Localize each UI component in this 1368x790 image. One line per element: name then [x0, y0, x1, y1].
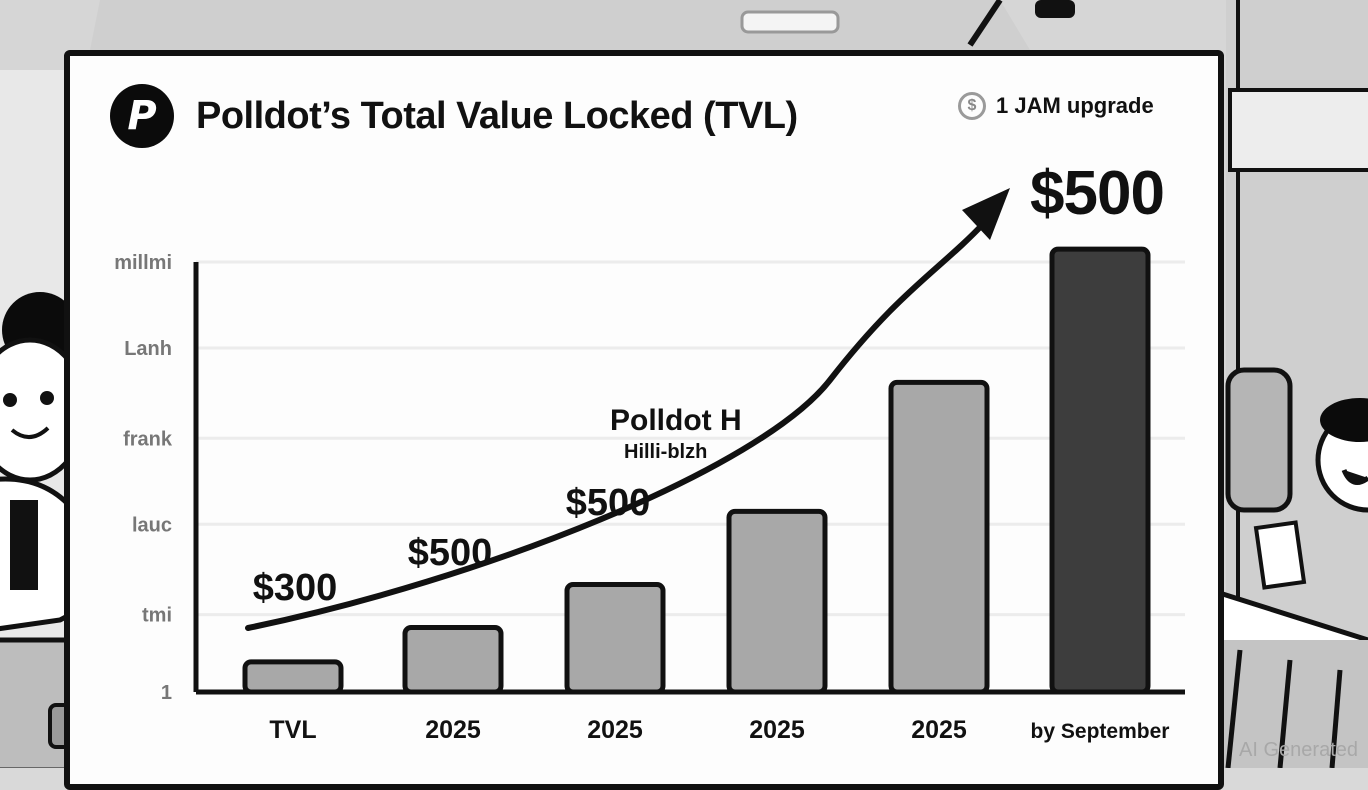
data-label: $500 [408, 532, 493, 574]
y-axis-ticks: millmi Lanh frank lauc tmi 1 [114, 252, 173, 704]
trend-arrow-line [245, 219, 988, 631]
right-character-illustration [1207, 367, 1368, 768]
x-axis-ticks: TVL 2025 2025 2025 2025 by September [269, 716, 1169, 744]
x-tick-label: 2025 [749, 716, 805, 744]
y-tick-label: tmi [142, 605, 172, 627]
x-tick-label: 2025 [911, 716, 967, 744]
trend-arrow-head-icon [962, 188, 1010, 240]
x-tick-label: 2025 [587, 716, 643, 744]
y-tick-label: millmi [114, 252, 172, 274]
ai-generated-watermark: AI Generated [1239, 739, 1358, 761]
annotation-subtitle: Hilli-blzh [624, 441, 707, 463]
y-tick-label: frank [123, 428, 173, 450]
gridlines [196, 260, 1185, 617]
bar [726, 508, 828, 695]
chart-title: Polldot’s Total Value Locked (TVL) [196, 94, 798, 137]
polldot-logo-icon: P [110, 84, 174, 148]
bar [888, 379, 990, 695]
bars [242, 246, 1151, 695]
bar [242, 659, 344, 695]
upgrade-badge-text: 1 JAM upgrade [996, 93, 1154, 118]
bar [564, 582, 666, 695]
upgrade-badge: $ 1 JAM upgrade [958, 92, 1154, 120]
dollar-coin-icon: $ [958, 92, 986, 120]
y-tick-label: Lanh [124, 338, 172, 360]
data-label: $500 [566, 482, 651, 524]
y-tick-label: lauc [132, 514, 172, 536]
chart-header: P Polldot’s Total Value Locked (TVL) [110, 84, 798, 148]
data-labels: $300 $500 $500 [253, 482, 651, 609]
x-tick-label: 2025 [425, 716, 481, 744]
data-label: $300 [253, 567, 338, 609]
bar [402, 625, 504, 695]
bar-highlight [1049, 246, 1151, 695]
ceiling-light [740, 10, 840, 34]
bar-chart: millmi Lanh frank lauc tmi 1 TVL 2025 2025 2025 2… [114, 188, 1185, 744]
x-tick-label: TVL [269, 716, 316, 744]
annotation-title: Polldot H [610, 404, 742, 437]
highlight-value: $500 [1030, 159, 1165, 228]
x-tick-label: by September [1031, 720, 1170, 743]
y-tick-label: 1 [161, 682, 172, 704]
